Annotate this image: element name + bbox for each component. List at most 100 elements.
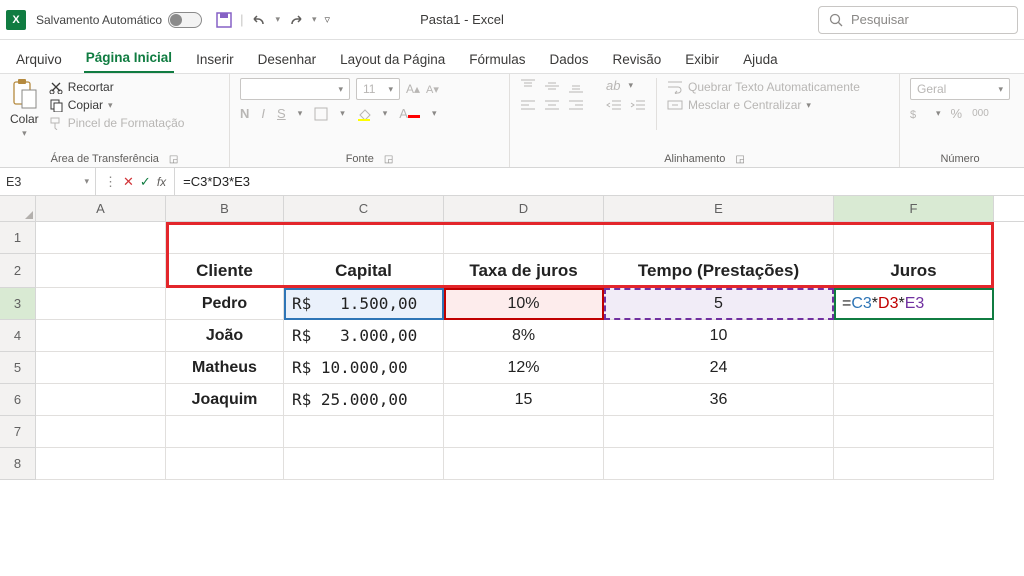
cell[interactable]: 8% xyxy=(444,320,604,352)
formula-input[interactable]: =C3*D3*E3 xyxy=(175,174,1024,189)
col-header-F[interactable]: F xyxy=(834,196,994,221)
row-header[interactable]: 7 xyxy=(0,416,36,448)
comma-button[interactable]: 000 xyxy=(972,108,989,119)
col-header-B[interactable]: B xyxy=(166,196,284,221)
col-header-A[interactable]: A xyxy=(36,196,166,221)
paste-dropdown-icon[interactable]: ▾ xyxy=(22,128,27,139)
cell[interactable]: 5 xyxy=(604,288,834,320)
cell[interactable] xyxy=(604,222,834,254)
cell[interactable]: =C3*D3*E3 xyxy=(834,288,994,320)
bold-button[interactable]: N xyxy=(240,106,249,121)
cell[interactable] xyxy=(36,384,166,416)
redo-icon[interactable] xyxy=(288,12,304,28)
currency-button[interactable]: $ xyxy=(910,107,926,121)
col-header-E[interactable]: E xyxy=(604,196,834,221)
tab-layout[interactable]: Layout da Página xyxy=(338,48,447,73)
underline-dropdown-icon[interactable]: ▾ xyxy=(298,108,303,119)
cell[interactable] xyxy=(444,222,604,254)
underline-button[interactable]: S xyxy=(277,106,286,121)
paste-button[interactable]: Colar ▾ xyxy=(10,78,39,139)
cell[interactable]: 24 xyxy=(604,352,834,384)
name-box[interactable]: E3 ▾ xyxy=(0,168,96,195)
clipboard-launcher-icon[interactable]: ◲ xyxy=(169,154,178,165)
cell[interactable] xyxy=(166,222,284,254)
cell[interactable] xyxy=(284,416,444,448)
row-header[interactable]: 2 xyxy=(0,254,36,288)
cell[interactable] xyxy=(166,416,284,448)
row-header[interactable]: 6 xyxy=(0,384,36,416)
cell[interactable] xyxy=(36,352,166,384)
align-bottom-icon[interactable] xyxy=(568,79,584,93)
font-name-select[interactable]: ▾ xyxy=(240,78,350,100)
cell[interactable] xyxy=(834,384,994,416)
cell[interactable]: Matheus xyxy=(166,352,284,384)
border-button[interactable] xyxy=(314,107,328,121)
cell[interactable] xyxy=(36,320,166,352)
cell[interactable] xyxy=(166,448,284,480)
italic-button[interactable]: I xyxy=(261,106,265,121)
font-size-select[interactable]: 11▾ xyxy=(356,78,400,100)
cancel-formula-icon[interactable]: ✕ xyxy=(123,174,134,190)
namebox-dropdown-icon[interactable]: ▾ xyxy=(84,176,89,187)
cut-button[interactable]: Recortar xyxy=(49,80,185,94)
cell[interactable] xyxy=(604,416,834,448)
border-dropdown-icon[interactable]: ▾ xyxy=(340,108,345,119)
tab-pagina-inicial[interactable]: Página Inicial xyxy=(84,46,174,73)
increase-font-icon[interactable]: A▴ xyxy=(406,82,420,96)
orientation-button[interactable]: ab xyxy=(606,78,620,93)
cell[interactable]: 10% xyxy=(444,288,604,320)
row-header[interactable]: 8 xyxy=(0,448,36,480)
cell[interactable] xyxy=(444,448,604,480)
copy-button[interactable]: Copiar ▾ xyxy=(49,98,185,112)
undo-icon[interactable] xyxy=(251,12,267,28)
fx-history-icon[interactable]: ⋮ xyxy=(104,174,117,190)
accept-formula-icon[interactable]: ✓ xyxy=(140,174,151,190)
cell[interactable]: Joaquim xyxy=(166,384,284,416)
cell[interactable] xyxy=(284,222,444,254)
currency-dropdown-icon[interactable]: ▾ xyxy=(936,108,941,119)
tab-exibir[interactable]: Exibir xyxy=(683,48,721,73)
tab-desenhar[interactable]: Desenhar xyxy=(256,48,319,73)
fill-color-button[interactable] xyxy=(357,107,371,121)
row-header[interactable]: 3 xyxy=(0,288,36,320)
row-header[interactable]: 5 xyxy=(0,352,36,384)
cell[interactable] xyxy=(36,448,166,480)
cell[interactable] xyxy=(834,352,994,384)
font-launcher-icon[interactable]: ◲ xyxy=(384,154,393,165)
font-color-button[interactable]: A xyxy=(399,106,420,121)
cell[interactable] xyxy=(36,416,166,448)
cell[interactable]: Tempo (Prestações) xyxy=(604,254,834,288)
align-center-icon[interactable] xyxy=(544,99,560,113)
fontcolor-dropdown-icon[interactable]: ▾ xyxy=(432,108,437,119)
cell[interactable] xyxy=(604,448,834,480)
cell[interactable]: Capital xyxy=(284,254,444,288)
increase-indent-icon[interactable] xyxy=(630,99,646,113)
cell[interactable]: R$ 10.000,00 xyxy=(284,352,444,384)
col-header-C[interactable]: C xyxy=(284,196,444,221)
align-left-icon[interactable] xyxy=(520,99,536,113)
autosave-toggle[interactable] xyxy=(168,12,202,28)
cell[interactable]: 12% xyxy=(444,352,604,384)
merge-dropdown-icon[interactable]: ▾ xyxy=(806,100,811,111)
number-format-select[interactable]: Geral▾ xyxy=(910,78,1010,100)
row-header[interactable]: 1 xyxy=(0,222,36,254)
tab-inserir[interactable]: Inserir xyxy=(194,48,236,73)
save-icon[interactable] xyxy=(216,12,232,28)
cell[interactable] xyxy=(834,222,994,254)
cell[interactable]: Cliente xyxy=(166,254,284,288)
cell[interactable] xyxy=(834,320,994,352)
align-top-icon[interactable] xyxy=(520,79,536,93)
fx-icon[interactable]: fx xyxy=(157,175,166,189)
wrap-text-button[interactable]: Quebrar Texto Automaticamente xyxy=(667,80,860,94)
cell[interactable]: Juros xyxy=(834,254,994,288)
fill-dropdown-icon[interactable]: ▾ xyxy=(383,108,388,119)
col-header-D[interactable]: D xyxy=(444,196,604,221)
qat-overflow-icon[interactable]: ▿ xyxy=(325,13,331,26)
align-right-icon[interactable] xyxy=(568,99,584,113)
select-all-corner[interactable] xyxy=(0,196,36,221)
search-input[interactable]: Pesquisar xyxy=(818,6,1018,34)
undo-dropdown-icon[interactable]: ▾ xyxy=(275,14,280,25)
copy-dropdown-icon[interactable]: ▾ xyxy=(108,100,113,111)
percent-button[interactable]: % xyxy=(951,106,963,121)
cell[interactable]: 36 xyxy=(604,384,834,416)
